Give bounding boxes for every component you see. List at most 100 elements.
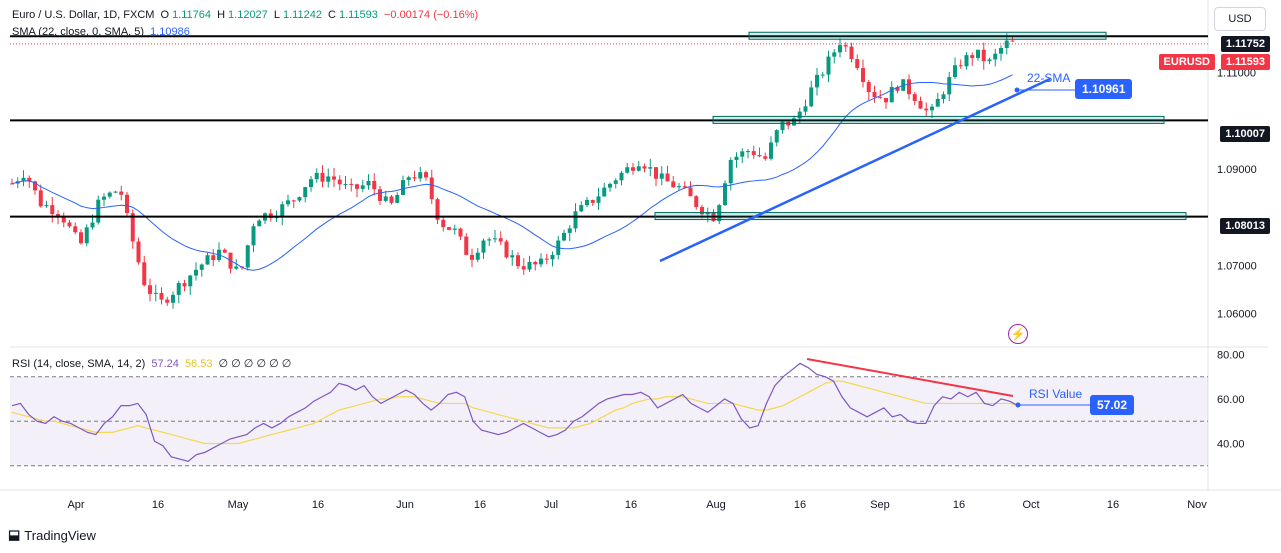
candle-body-39 <box>234 266 239 269</box>
candle-body-35 <box>211 255 216 261</box>
candle-body-47 <box>280 204 285 218</box>
candle-body-46 <box>274 217 279 219</box>
candle-body-28 <box>171 294 175 303</box>
tradingview-logo-icon: ⬓ <box>8 527 21 542</box>
candle-body-80 <box>470 254 474 260</box>
sma-value-tag: 1.10961 <box>1075 79 1133 99</box>
candle-body-154 <box>895 87 900 91</box>
lightning-icon[interactable]: ⚡ <box>1008 324 1028 344</box>
candle-body-151 <box>878 97 883 99</box>
candle-body-125 <box>728 160 733 184</box>
candle-body-145 <box>843 45 848 47</box>
candle-body-160 <box>930 106 934 111</box>
candle-body-11 <box>73 226 78 233</box>
candle-body-107 <box>625 167 630 173</box>
candle-body-157 <box>912 94 917 101</box>
candle-body-148 <box>861 68 865 83</box>
time-tick-8: Aug <box>706 499 726 511</box>
candle-body-42 <box>251 226 256 246</box>
candle-body-142 <box>826 56 831 75</box>
candle-body-139 <box>809 87 814 107</box>
candle-body-69 <box>406 177 411 181</box>
level-tag-3: 1.08013 <box>1220 218 1270 234</box>
level-tag-1: 1.11752 <box>1220 36 1270 52</box>
rsi-value: 57.24 <box>151 358 179 370</box>
candle-body-21 <box>130 213 135 242</box>
candle-body-12 <box>79 232 83 244</box>
rsi-tick-0: 80.00 <box>1217 349 1245 361</box>
rsi-extra: ∅ ∅ ∅ ∅ ∅ ∅ <box>218 358 292 370</box>
candle-body-152 <box>884 98 888 103</box>
candle-body-15 <box>96 199 101 223</box>
rsi-line <box>11 362 1019 462</box>
candle-body-106 <box>619 172 624 181</box>
candle-body-37 <box>222 249 227 253</box>
candle-body-110 <box>642 166 647 169</box>
candle-body-126 <box>734 156 739 161</box>
candle-body-108 <box>631 167 635 171</box>
low-value: 1.11242 <box>282 9 322 21</box>
time-tick-1: 16 <box>152 499 164 511</box>
candle-body-49 <box>291 200 296 202</box>
candle-body-133 <box>774 130 779 143</box>
candle-body-131 <box>763 156 768 159</box>
candle-body-14 <box>90 222 95 228</box>
candle-body-60 <box>355 184 359 189</box>
candle-body-74 <box>435 199 440 220</box>
time-tick-11: 16 <box>953 499 965 511</box>
candle-body-165 <box>958 65 963 67</box>
candle-body-55 <box>326 176 331 182</box>
candle-body-97 <box>567 228 572 233</box>
time-tick-3: 16 <box>312 499 324 511</box>
level-zone-0 <box>748 31 1107 40</box>
sma-line <box>11 74 1013 271</box>
candle-body-156 <box>907 79 911 95</box>
candle-body-25 <box>153 292 158 294</box>
open-value: 1.11764 <box>172 9 212 21</box>
candle-body-18 <box>113 191 118 193</box>
candle-body-118 <box>688 187 693 197</box>
candle-body-134 <box>780 121 785 131</box>
candle-body-161 <box>935 98 940 107</box>
candle-body-162 <box>941 94 946 99</box>
candle-body-140 <box>815 74 819 88</box>
uptrend-line <box>659 77 1051 263</box>
time-tick-4: Jun <box>396 499 414 511</box>
tradingview-logo[interactable]: ⬓ TradingView <box>8 527 96 543</box>
candle-body-87 <box>510 255 515 258</box>
candle-body-77 <box>452 228 457 230</box>
candle-body-132 <box>769 142 773 159</box>
change-value: −0.00174 (−0.16%) <box>383 9 479 21</box>
candle-body-32 <box>194 269 198 276</box>
candle-body-5 <box>38 190 43 207</box>
rsi-divergence-line <box>806 358 1014 397</box>
candle-body-123 <box>717 205 722 222</box>
candle-body-29 <box>176 283 181 295</box>
candle-body-112 <box>654 167 658 179</box>
candle-body-147 <box>855 59 860 69</box>
candle-body-52 <box>309 179 313 188</box>
candle-body-7 <box>50 205 55 215</box>
candle-body-94 <box>550 254 555 260</box>
candle-body-172 <box>999 47 1003 54</box>
candle-body-81 <box>475 252 480 260</box>
candle-body-102 <box>596 196 601 203</box>
candle-body-164 <box>953 65 957 78</box>
candle-body-171 <box>993 53 998 60</box>
level-zone-2 <box>654 212 1187 221</box>
price-tick-2: 1.09000 <box>1217 164 1257 176</box>
candle-body-85 <box>498 238 503 242</box>
candle-body-93 <box>544 258 549 260</box>
level-zone-1 <box>712 115 1165 124</box>
candle-body-10 <box>67 222 72 227</box>
candle-body-24 <box>148 285 152 294</box>
sma-value: 1.10986 <box>150 26 190 38</box>
candle-body-72 <box>424 172 428 178</box>
candle-body-43 <box>257 220 262 227</box>
currency-button[interactable]: USD <box>1214 7 1266 31</box>
candle-body-0 <box>10 183 14 185</box>
high-value: 1.12027 <box>228 9 268 21</box>
candle-body-130 <box>757 155 762 157</box>
candle-body-146 <box>849 46 854 60</box>
